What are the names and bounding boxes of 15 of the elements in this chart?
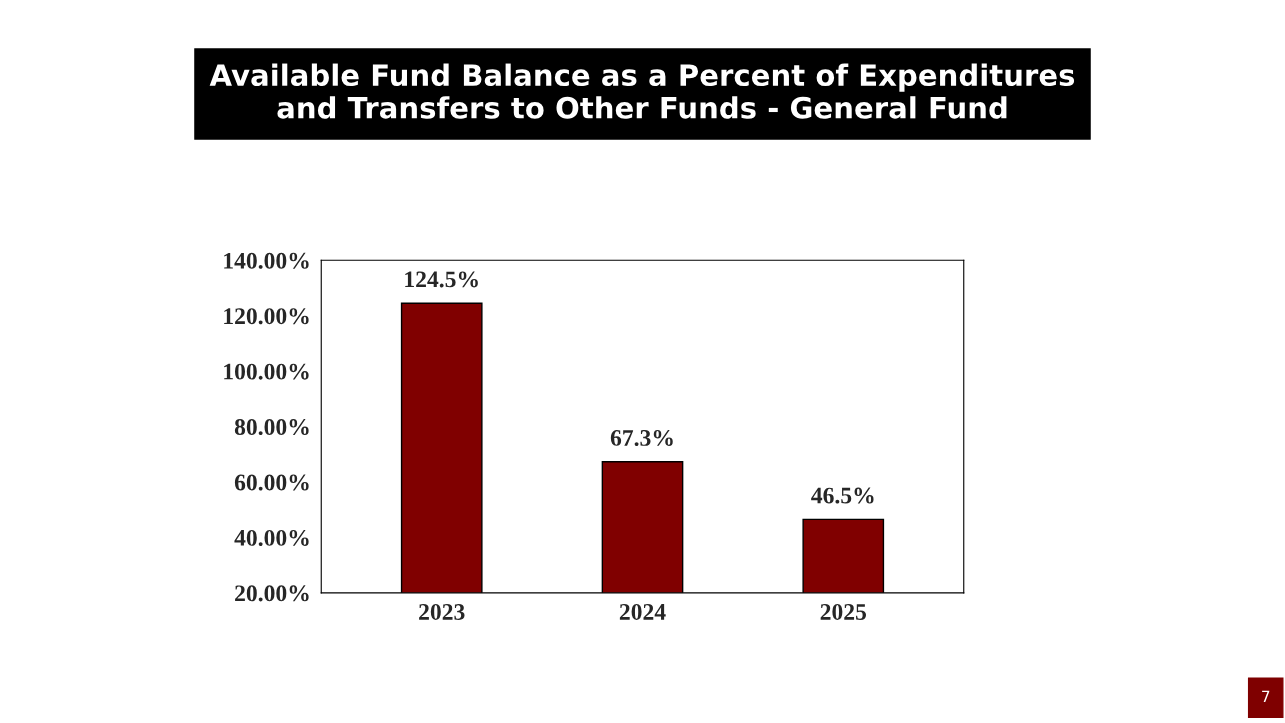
y-tick-label: 60.00% — [234, 474, 309, 491]
y-tick-label: 20.00% — [235, 585, 309, 602]
y-tick-label: 140.00% — [224, 252, 309, 269]
y-tick-label: 80.00% — [234, 419, 309, 436]
y-tick-label: 100.00% — [224, 363, 309, 380]
text: 7 — [1262, 690, 1270, 702]
y-tick-label: 120.00% — [224, 308, 309, 325]
chart-title: Available Fund Balance as a Percent of Expenditures and Transfers to Other Funds - General Fund — [209, 63, 1075, 119]
x-tick-label: 2024 — [619, 603, 666, 620]
data-label: 67.3% — [610, 429, 673, 446]
data-label: 46.5% — [811, 487, 874, 504]
data-label: 124.5% — [405, 271, 478, 288]
x-tick-label: 2025 — [820, 603, 867, 620]
x-tick-label: 2023 — [419, 603, 465, 620]
y-tick-label: 40.00% — [234, 529, 309, 546]
